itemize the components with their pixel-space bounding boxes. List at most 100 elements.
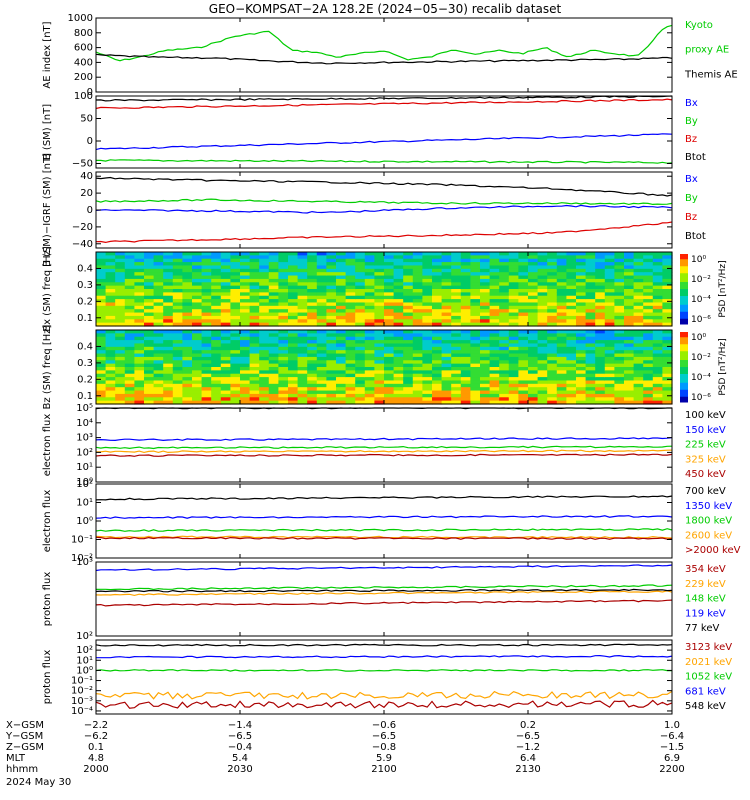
spectrogram-cell [249,255,260,260]
colorbar-band [680,375,688,378]
spectrogram-cell [144,350,155,355]
spectrogram-cell [480,268,491,273]
spectrogram-cell [422,370,433,375]
spectrogram-cell [384,282,395,287]
spectrogram-cell [374,252,385,256]
spectrogram-cell [403,309,414,314]
spectrogram-cell [614,319,625,324]
spectrogram-cell [220,292,231,297]
spectrogram-cell [134,370,145,375]
spectrogram-cell [374,258,385,263]
spectrogram-cell [134,353,145,358]
spectrogram-cell [307,330,318,334]
spectrogram-cell [662,340,673,345]
spectrogram-cell [172,333,183,338]
spectrogram-cell [470,302,481,307]
legend-entry: 681 keV [685,686,726,697]
spectrogram-cell [105,343,116,348]
spectrogram-cell [115,390,126,395]
spectrogram-cell [537,343,548,348]
spectrogram-cell [163,343,174,348]
spectrogram-cell [556,383,567,388]
spectrogram-cell [585,289,596,293]
spectrogram-cell [105,393,116,398]
spectrogram-cell [422,285,433,290]
spectrogram-cell [489,322,500,327]
spectrogram-cell [528,255,539,260]
spectrogram-cell [172,278,183,283]
spectrogram-cell [172,258,183,263]
spectrogram-cell [403,370,414,375]
spectrogram-cell [393,377,404,382]
spectrogram-cell [307,377,318,382]
spectrogram-cell [412,255,423,260]
spectrogram-cell [230,373,241,378]
spectrogram-cell [144,265,155,270]
spectrogram-cell [585,400,596,405]
spectrogram-cell [633,292,644,297]
spectrogram-cell [355,383,366,388]
spectrogram-cell [566,330,577,334]
spectrogram-cell [278,333,289,338]
spectrogram-cell [480,377,491,382]
spectrogram-cell [124,377,135,382]
spectrogram-cell [115,258,126,263]
spectrogram-cell [422,302,433,307]
spectrogram-cell [432,285,443,290]
spectrogram-cell [268,258,279,263]
spectrogram-cell [96,343,107,348]
spectrogram-cell [307,255,318,260]
spectrogram-cell [172,360,183,365]
spectrogram-cell [489,377,500,382]
spectrogram-cell [441,387,452,392]
spectrogram-cell [537,390,548,395]
spectrogram-cell [652,289,663,293]
spectrogram-cell [124,356,135,361]
spectrogram-cell [240,319,251,324]
spectrogram-cell [201,255,212,260]
spectrogram-cell [403,285,414,290]
legend-entry: Bz [685,134,697,145]
spectrogram-cell [470,272,481,277]
spectrogram-cell [364,272,375,277]
spectrogram-cell [384,333,395,338]
spectrogram-cell [460,299,471,304]
colorbar-band [680,271,688,274]
spectrogram-cell [585,295,596,300]
spectrogram-cell [316,370,327,375]
spectrogram-cell [336,319,347,324]
spectrogram-cell [518,299,529,304]
spectrogram-cell [259,289,270,293]
spectrogram-cell [412,363,423,368]
spectrogram-cell [355,265,366,270]
y-axis-label: proton flux [42,650,53,705]
spectrogram-cell [393,282,404,287]
spectrogram-cell [393,333,404,338]
spectrogram-cell [364,377,375,382]
spectrogram-cell [364,302,375,307]
spectrogram-cell [489,356,500,361]
spectrogram-cell [547,333,558,338]
spectrogram-cell [163,255,174,260]
spectrogram-cell [422,363,433,368]
spectrogram-cell [326,282,337,287]
spectrogram-cell [595,367,606,371]
spectrogram-cell [201,330,212,334]
spectrogram-cell [268,275,279,280]
spectrogram-cell [508,353,519,358]
spectrogram-cell [643,346,654,351]
spectrogram-cell [518,305,529,310]
spectrogram-cell [259,302,270,307]
spectrogram-cell [662,373,673,378]
spectrogram-cell [662,383,673,388]
spectrogram-cell [652,393,663,398]
spectrogram-cell [412,387,423,392]
spectrogram-cell [403,278,414,283]
spectrogram-cell [297,400,308,405]
spectrogram-cell [374,312,385,317]
spectrogram-cell [192,387,203,392]
spectrogram-cell [422,387,433,392]
spectrogram-cell [441,363,452,368]
spectrogram-cell [96,289,107,293]
spectrogram-cell [172,319,183,324]
